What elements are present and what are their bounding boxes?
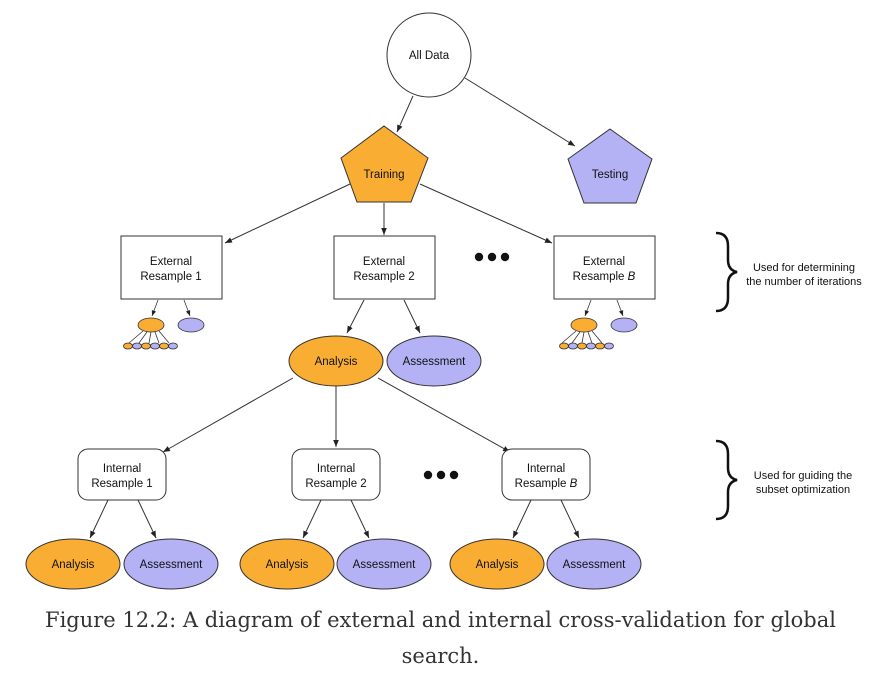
note-internal-line2: subset optimization: [756, 484, 850, 496]
external-1-line2: Resample 1: [140, 271, 201, 283]
assessment-node-intb: Assessment: [546, 538, 642, 590]
brace-external: [715, 231, 738, 313]
testing-label: Testing: [592, 169, 628, 181]
brace-internal: [715, 439, 738, 521]
edge-analysis-int1: [162, 377, 294, 453]
analysis-node-int1: Analysis: [25, 538, 121, 590]
edges: [89, 77, 580, 539]
cv-diagram: All Data Training Testing External Resam…: [25, 12, 862, 590]
internal-2-line1: Internal: [317, 463, 355, 475]
edge-all-training: [396, 95, 414, 133]
edge-int2-assessment: [350, 499, 370, 539]
external-resample-2: External Resample 2: [333, 235, 436, 300]
analysis-node-intb: Analysis: [449, 538, 545, 590]
assessment-int1-label: Assessment: [140, 559, 203, 571]
external-2-line2: Resample 2: [353, 271, 414, 283]
testing-node: Testing: [567, 128, 653, 204]
edge-int1-assessment: [137, 499, 157, 539]
analysis-main-label: Analysis: [315, 356, 358, 368]
analysis-node-main: Analysis: [288, 335, 384, 387]
edge-ext2-assessment: [403, 299, 421, 334]
external-resample-1: External Resample 1: [120, 235, 223, 300]
assessment-node-int2: Assessment: [336, 538, 432, 590]
external-2-line1: External: [363, 256, 405, 268]
assessment-node-main: Assessment: [386, 335, 482, 387]
all-data-node: All Data: [386, 12, 472, 98]
internal-resample-2: Internal Resample 2: [291, 448, 381, 501]
analysis-int2-label: Analysis: [266, 559, 309, 571]
note-external-line2: the number of iterations: [746, 276, 862, 288]
internal-b-line2: Resample B: [515, 478, 578, 490]
all-data-label: All Data: [409, 50, 450, 62]
internal-b-letter: B: [570, 478, 578, 490]
internal-1-line2: Resample 1: [91, 478, 152, 490]
note-external: Used for determining the number of itera…: [746, 262, 862, 288]
analysis-node-int2: Analysis: [239, 538, 335, 590]
edge-intb-analysis: [512, 499, 532, 539]
edge-int1-analysis: [89, 499, 109, 539]
figure-caption: Figure 12.2: A diagram of external and i…: [45, 608, 836, 668]
analysis-intb-label: Analysis: [476, 559, 519, 571]
analysis-int1-label: Analysis: [52, 559, 95, 571]
external-b-resample-word: Resample: [573, 271, 628, 283]
edge-all-testing: [464, 77, 576, 147]
assessment-int2-label: Assessment: [353, 559, 416, 571]
training-label: Training: [363, 169, 404, 181]
internal-resample-1: Internal Resample 1: [77, 448, 167, 501]
external-resample-b: External Resample B: [553, 235, 656, 300]
external-b-line1: External: [583, 256, 625, 268]
assessment-main-label: Assessment: [403, 356, 466, 368]
edge-training-ext1: [224, 183, 351, 244]
assessment-intb-label: Assessment: [563, 559, 626, 571]
external-b-line2: Resample B: [573, 271, 636, 283]
external-1-line1: External: [150, 256, 192, 268]
note-external-line1: Used for determining: [753, 262, 855, 274]
mini-tree-external-b: [559, 299, 638, 350]
edge-intb-assessment: [560, 499, 580, 539]
edge-analysis-intb: [377, 377, 511, 453]
note-internal-line1: Used for guiding the: [754, 470, 852, 482]
mini-tree-external-1: [123, 299, 205, 350]
training-node: Training: [340, 125, 429, 203]
internal-resample-b: Internal Resample B: [501, 448, 591, 501]
ellipsis-dots-internal: [423, 470, 459, 480]
edge-int2-analysis: [302, 499, 322, 539]
external-b-letter: B: [628, 271, 636, 283]
ellipsis-dots-external: [474, 252, 510, 262]
internal-2-line2: Resample 2: [305, 478, 366, 490]
internal-b-line1: Internal: [527, 463, 565, 475]
internal-1-line1: Internal: [103, 463, 141, 475]
edge-training-extb: [419, 183, 553, 244]
note-internal: Used for guiding the subset optimization: [754, 470, 852, 496]
assessment-node-int1: Assessment: [123, 538, 219, 590]
edge-ext2-analysis: [346, 299, 365, 334]
internal-b-resample-word: Resample: [515, 478, 570, 490]
